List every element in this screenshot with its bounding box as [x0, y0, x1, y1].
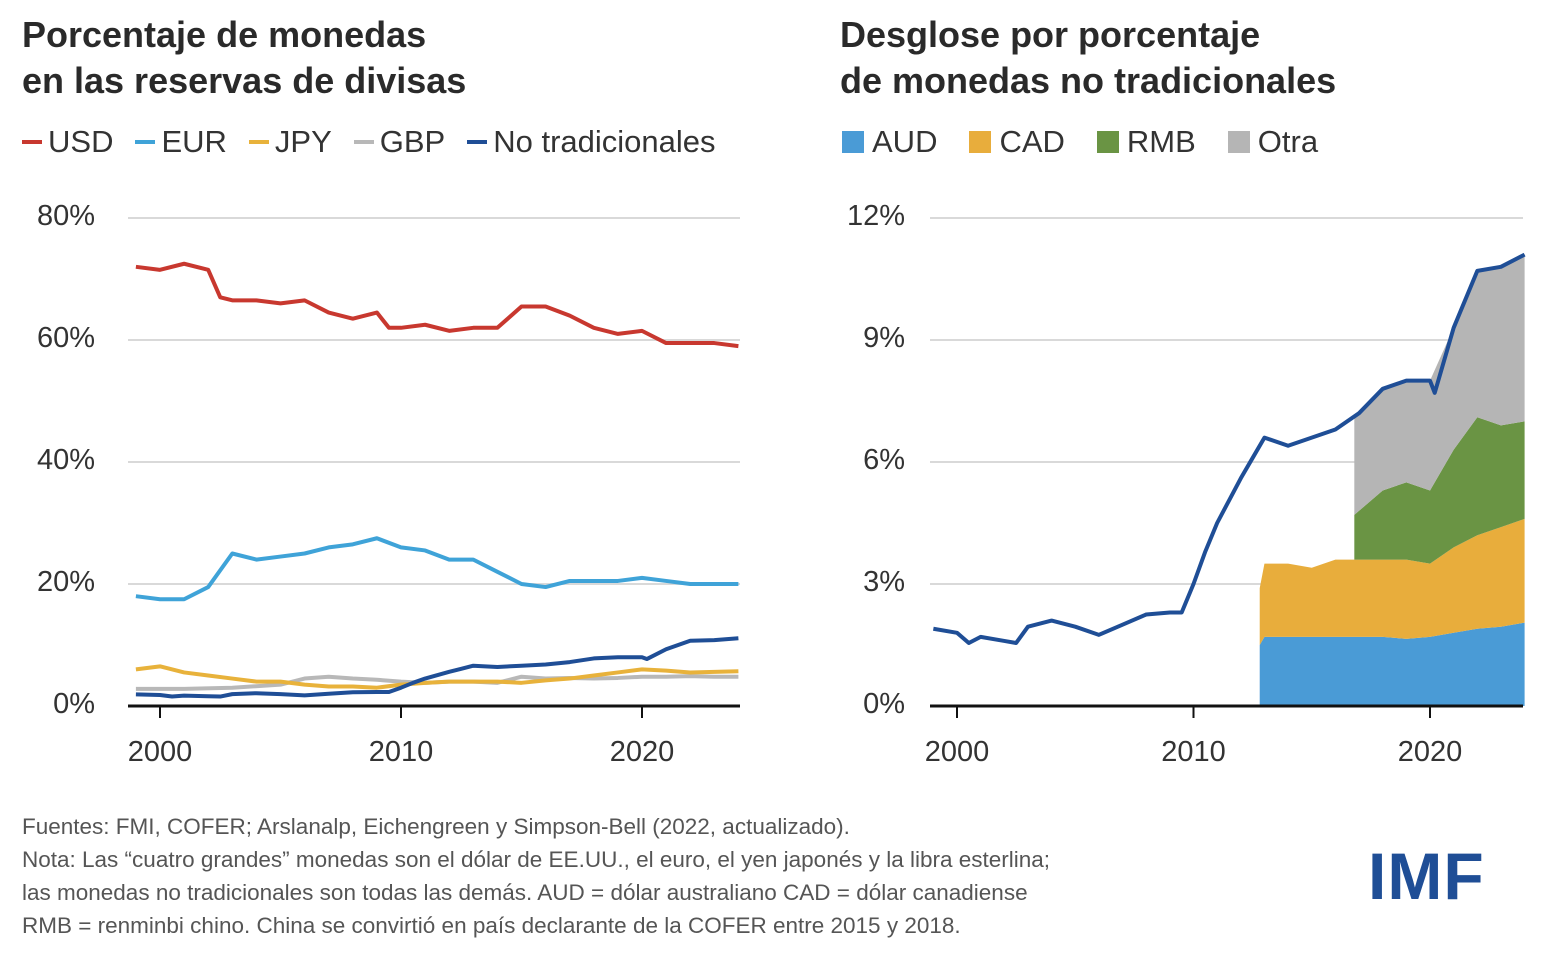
area-aud	[1259, 622, 1525, 706]
legend-swatch	[842, 131, 864, 153]
y-tick-label: 80%	[36, 200, 95, 232]
legend-gbp: GBP	[353, 124, 446, 160]
y-tick-label: 3%	[863, 566, 905, 598]
legend-label: RMB	[1126, 124, 1196, 159]
legend-label: USD	[48, 124, 114, 159]
legend-label: CAD	[999, 124, 1065, 159]
area-cad	[1259, 518, 1525, 645]
footnote-line: RMB = renminbi chino. China se convirtió…	[22, 913, 961, 938]
imf-logo: IMF	[1368, 839, 1485, 913]
legend-label: EUR	[161, 124, 227, 159]
y-tick-label: 0%	[863, 688, 905, 720]
legend-usd: USD	[22, 124, 113, 160]
legend-jpy: JPY	[248, 124, 332, 160]
y-tick-label: 60%	[36, 322, 95, 354]
area-rmb	[1354, 417, 1525, 564]
y-tick-label: 12%	[846, 200, 905, 232]
footnote-line: las monedas no tradicionales son todas l…	[22, 880, 1028, 905]
area-otra	[1354, 254, 1525, 515]
x-tick-label: 2020	[609, 736, 675, 768]
left-title-line: Porcentaje de monedas	[22, 14, 427, 55]
right-title-line: Desglose por porcentaje	[840, 14, 1261, 55]
y-tick-label: 6%	[863, 444, 905, 476]
footnote-line: Nota: Las “cuatro grandes” monedas son e…	[22, 847, 1051, 872]
left-chart-title: Porcentaje de monedas en las reservas de…	[22, 12, 466, 104]
legend-label: Otra	[1257, 124, 1319, 159]
x-tick-label: 2000	[127, 736, 193, 768]
legend-cad: CAD	[969, 124, 1065, 160]
right-title-line: de monedas no tradicionales	[840, 60, 1337, 101]
legend-eur: EUR	[135, 124, 227, 160]
y-tick-label: 9%	[863, 322, 905, 354]
legend-otra: Otra	[1227, 124, 1319, 160]
legend-label: AUD	[872, 124, 938, 159]
legend-swatch	[353, 140, 374, 144]
legend-swatch	[22, 140, 42, 144]
legend-swatch	[467, 140, 488, 144]
right-chart-title: Desglose por porcentaje de monedas no tr…	[840, 12, 1336, 104]
x-tick-label: 2000	[924, 736, 990, 768]
line-eur	[135, 536, 739, 602]
legend-swatch	[969, 131, 992, 153]
line-no-tradicionales	[135, 636, 739, 699]
legend-swatch	[248, 140, 269, 144]
legend-swatch	[1096, 131, 1119, 153]
legend-aud: AUD	[842, 124, 937, 160]
line-jpy	[135, 664, 739, 690]
y-tick-label: 20%	[36, 566, 95, 598]
left-title-line: en las reservas de divisas	[22, 60, 467, 101]
x-tick-label: 2010	[1161, 736, 1226, 768]
line-total-nontraditional	[933, 252, 1526, 645]
y-tick-label: 0%	[53, 688, 95, 720]
x-tick-label: 2010	[368, 736, 434, 768]
footnote-sources: Fuentes: FMI, COFER; Arslanalp, Eichengr…	[22, 814, 850, 839]
line-usd	[135, 261, 739, 349]
left-legend: USD EUR JPY GBP No tradicionales	[22, 124, 738, 160]
legend-swatch	[1227, 131, 1250, 153]
legend-label: GBP	[379, 124, 446, 159]
legend-rmb: RMB	[1096, 124, 1196, 160]
x-tick-label: 2020	[1397, 736, 1463, 768]
legend-label: No tradicionales	[493, 124, 716, 159]
footnote: Fuentes: FMI, COFER; Arslanalp, Eichengr…	[22, 810, 1050, 942]
right-legend: AUD CAD RMB Otra	[842, 124, 1340, 160]
y-tick-label: 40%	[36, 444, 95, 476]
legend-swatch	[135, 140, 156, 144]
legend-label: JPY	[274, 124, 332, 159]
legend-nontraditional: No tradicionales	[467, 124, 716, 160]
